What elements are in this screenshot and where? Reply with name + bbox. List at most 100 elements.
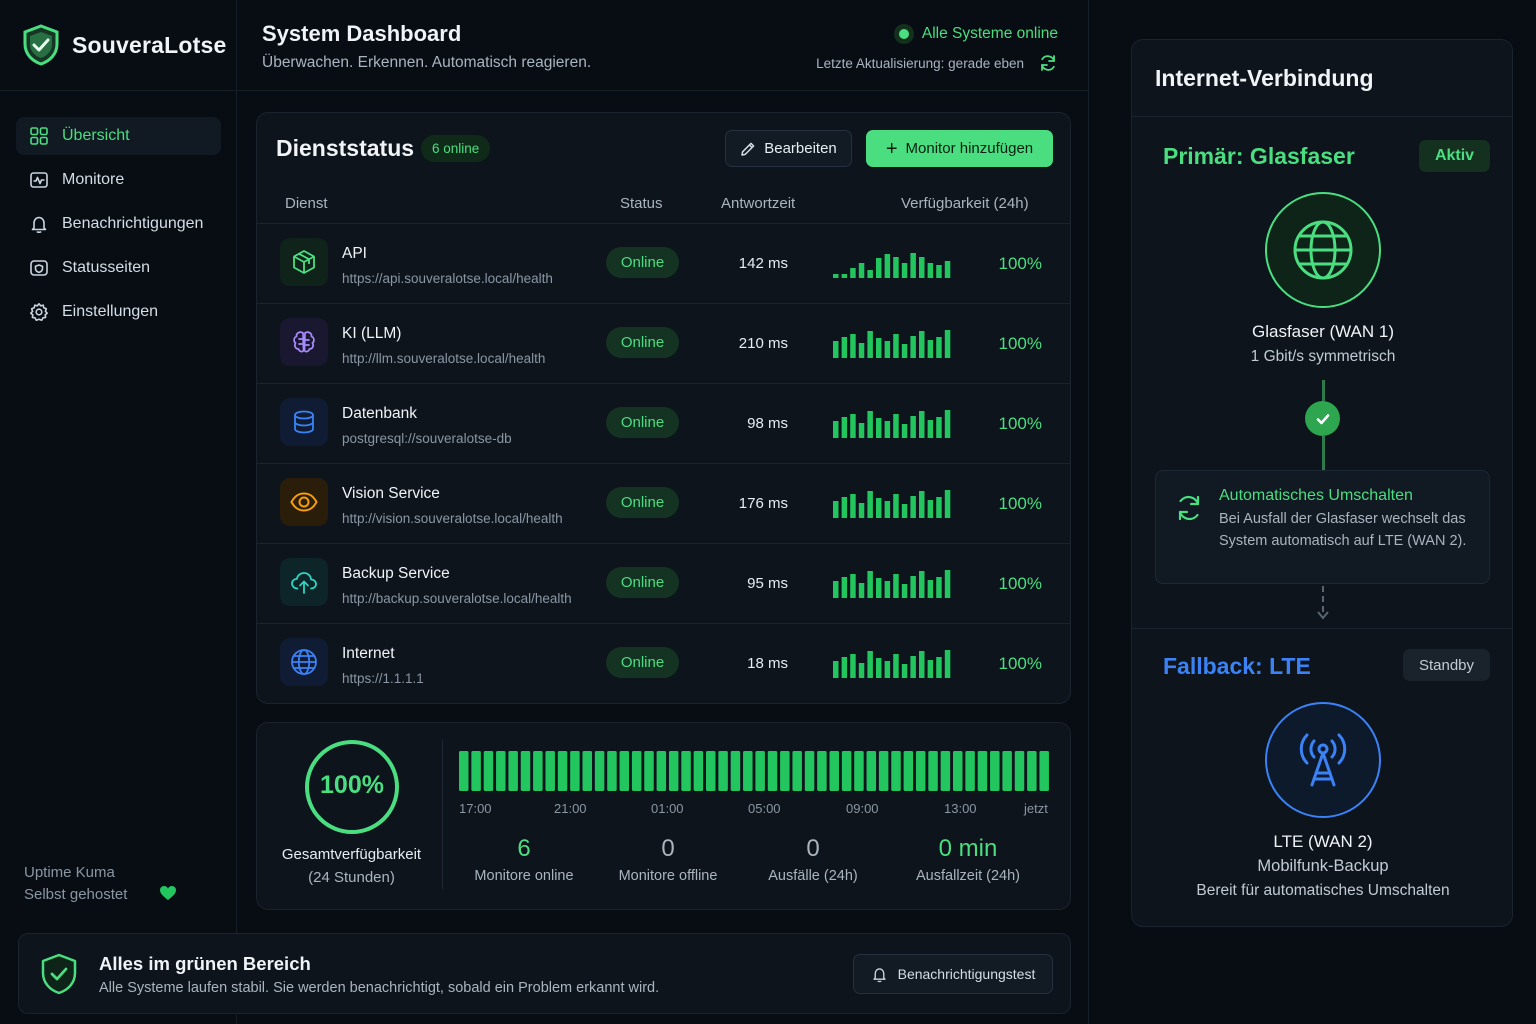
- footer-hosting: Selbst gehostet: [24, 886, 128, 903]
- uptime-bar[interactable]: [570, 751, 580, 791]
- uptime-bar[interactable]: [483, 751, 494, 791]
- sparkline-bar: [919, 571, 925, 598]
- uptime-bar[interactable]: [1014, 751, 1025, 791]
- uptime-bar[interactable]: [1027, 751, 1037, 791]
- sparkline-bar: [944, 410, 951, 438]
- uptime-bar[interactable]: [792, 751, 802, 791]
- sparkline-bar: [910, 416, 916, 438]
- uptime-bar[interactable]: [878, 751, 889, 791]
- sparkline-bar: [901, 584, 908, 598]
- arrow-down-icon: [1317, 610, 1329, 620]
- uptime-bar[interactable]: [693, 751, 704, 791]
- sparkline-bar: [867, 331, 873, 358]
- auto-switch-info: Automatisches Umschalten Bei Ausfall der…: [1155, 470, 1490, 584]
- sidebar-item-monitors[interactable]: Monitore: [16, 161, 221, 199]
- uptime-bar[interactable]: [953, 751, 963, 791]
- uptime-bar[interactable]: [557, 751, 568, 791]
- sparkline-bar: [936, 577, 942, 598]
- uptime-bar[interactable]: [718, 751, 728, 791]
- uptime-bar[interactable]: [767, 751, 778, 791]
- uptime-bar[interactable]: [681, 751, 691, 791]
- grid-icon: [28, 125, 50, 147]
- uptime-bar[interactable]: [965, 751, 975, 791]
- heart-icon: [159, 885, 177, 901]
- uptime-bar[interactable]: [582, 751, 593, 791]
- table-row[interactable]: Datenbank postgresql://souveralotse-db O…: [257, 384, 1070, 464]
- plus-icon: +: [885, 137, 898, 160]
- uptime-bar[interactable]: [545, 751, 555, 791]
- table-row[interactable]: API https://api.souveralotse.local/healt…: [257, 224, 1070, 304]
- edit-button[interactable]: Bearbeiten: [725, 130, 852, 167]
- uptime-bar[interactable]: [607, 751, 617, 791]
- fiber-globe-icon: [1265, 192, 1381, 308]
- uptime-bar[interactable]: [940, 751, 951, 791]
- uptime-bar[interactable]: [743, 751, 753, 791]
- response-sparkline: [833, 650, 951, 678]
- fallback-name: LTE (WAN 2): [1273, 832, 1373, 851]
- table-row[interactable]: Backup Service http://backup.souveralots…: [257, 544, 1070, 624]
- uptime-bar[interactable]: [780, 751, 790, 791]
- sidebar-item-notifications[interactable]: Benachrichtigungen: [16, 205, 221, 243]
- sparkline-bar: [876, 578, 882, 598]
- system-status-text: Alle Systeme online: [921, 25, 1058, 42]
- uptime-bar[interactable]: [668, 751, 679, 791]
- uptime-bar[interactable]: [866, 751, 877, 791]
- stat-label: Ausfallzeit (24h): [916, 868, 1020, 884]
- sidebar-item-overview[interactable]: Übersicht: [16, 117, 221, 155]
- uptime-bar[interactable]: [841, 751, 852, 791]
- time-tick: 09:00: [846, 801, 879, 816]
- uptime-bar[interactable]: [730, 751, 741, 791]
- uptime-bar[interactable]: [829, 751, 840, 791]
- notification-test-button[interactable]: Benachrichtigungstest: [853, 954, 1053, 994]
- bell-icon: [28, 213, 50, 235]
- sparkline-bar: [927, 660, 934, 678]
- uptime-bar[interactable]: [915, 751, 926, 791]
- shield-logo-icon: [22, 24, 60, 66]
- eye-icon: [280, 478, 328, 526]
- uptime-bar[interactable]: [533, 751, 543, 791]
- uptime-bar[interactable]: [619, 751, 630, 791]
- refresh-icon[interactable]: [1038, 53, 1058, 73]
- uptime-bar[interactable]: [644, 751, 654, 791]
- uptime-bar[interactable]: [508, 751, 518, 791]
- sparkline-bar: [850, 414, 856, 438]
- add-monitor-button[interactable]: + Monitor hinzufügen: [866, 130, 1053, 167]
- uptime-bar[interactable]: [804, 751, 815, 791]
- table-row[interactable]: Vision Service http://vision.souveralots…: [257, 464, 1070, 544]
- uptime-bar[interactable]: [854, 751, 864, 791]
- sparkline-bar: [910, 336, 916, 358]
- uptime-label: Gesamtverfügbarkeit: [281, 846, 422, 863]
- uptime-bar[interactable]: [471, 751, 481, 791]
- sparkline-bar: [858, 663, 865, 678]
- uptime-bar[interactable]: [755, 751, 765, 791]
- uptime-bar[interactable]: [1039, 751, 1049, 791]
- uptime-bar[interactable]: [459, 751, 469, 791]
- uptime-bar[interactable]: [817, 751, 827, 791]
- table-row[interactable]: Internet https://1.1.1.1 Online 18 ms 10…: [257, 624, 1070, 703]
- uptime-bar[interactable]: [631, 751, 642, 791]
- uptime-bar[interactable]: [990, 751, 1000, 791]
- table-row[interactable]: KI (LLM) http://llm.souveralotse.local/h…: [257, 304, 1070, 384]
- uptime-bar[interactable]: [520, 751, 531, 791]
- service-url: https://1.1.1.1: [342, 671, 424, 686]
- stat-value: 0: [661, 835, 675, 862]
- brand[interactable]: SouveraLotse: [0, 0, 237, 91]
- uptime-bar[interactable]: [496, 751, 506, 791]
- uptime-bar[interactable]: [903, 751, 914, 791]
- divider: [1132, 628, 1512, 629]
- uptime-bar[interactable]: [977, 751, 988, 791]
- uptime-bar[interactable]: [928, 751, 938, 791]
- uptime-bar[interactable]: [656, 751, 667, 791]
- sparkline-bar: [936, 265, 942, 278]
- uptime-bar[interactable]: [594, 751, 605, 791]
- sidebar-item-status-pages[interactable]: Statusseiten: [16, 249, 221, 287]
- sparkline-bar: [833, 581, 839, 598]
- uptime-bar[interactable]: [891, 751, 901, 791]
- sidebar-nav: Übersicht Monitore Benachrichtigungen: [16, 117, 221, 337]
- sparkline-bar: [850, 574, 856, 598]
- uptime-bar[interactable]: [706, 751, 716, 791]
- uptime-bar[interactable]: [1002, 751, 1012, 791]
- sidebar-item-settings[interactable]: Einstellungen: [16, 293, 221, 331]
- add-monitor-label: Monitor hinzufügen: [905, 140, 1034, 157]
- column-header-availability: Verfügbarkeit (24h): [901, 195, 1029, 212]
